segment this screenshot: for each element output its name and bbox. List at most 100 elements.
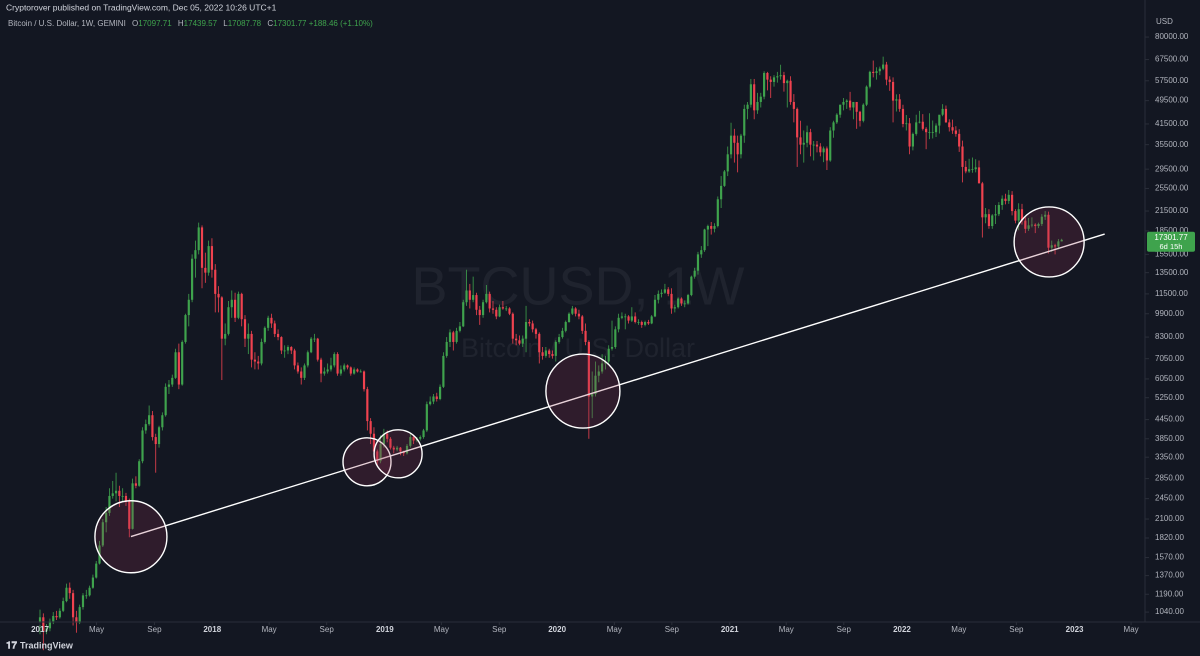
y-tick-label: 5250.00 [1155,393,1184,402]
candle-body [607,348,610,362]
candle-body [571,308,574,314]
price-tag-countdown: 6d 15h [1160,242,1183,251]
y-tick-label: 1820.00 [1155,533,1184,542]
candle-body [766,72,769,80]
y-tick-label: 13500.00 [1155,268,1189,277]
candle-body [346,365,349,368]
candle-body [839,104,842,115]
candle-body [558,337,561,342]
x-tick-label: 2017 [31,625,49,634]
candle-body [524,322,528,339]
candle-body [842,101,845,105]
legend-change: +188.46 (+1.10%) [309,19,373,28]
candle-body [210,246,214,270]
candle-body [498,307,501,317]
candle-body [396,447,399,450]
candle-body [954,130,957,134]
candle-body [280,337,283,351]
candle-body [944,108,948,123]
candle-body [792,101,795,109]
candle-body [782,75,786,84]
highlight-circle [545,353,621,429]
candle-body [848,100,852,108]
candle-body [369,421,372,434]
candle-body [941,108,944,115]
candle-body [85,595,88,597]
candle-body [772,77,776,82]
candle-body [134,483,137,486]
candle-body [250,333,253,360]
legend: Bitcoin / U.S. Dollar, 1W, GEMINI O17097… [8,19,373,28]
candle-body [511,313,514,339]
y-tick-label: 35500.00 [1155,140,1189,149]
candle-body [422,430,425,438]
candle-body [62,601,65,611]
candle-body [1040,216,1043,224]
candle-body [154,437,157,445]
candle-body [657,293,660,300]
candle-body [181,341,184,385]
candle-body [1034,224,1037,227]
candle-body [1014,211,1017,221]
candle-body [217,293,220,298]
symbol: Bitcoin / U.S. Dollar, 1W, GEMINI [8,19,126,28]
x-tick-label: Sep [320,625,335,634]
candle-body [382,433,385,445]
candle-body [587,341,590,397]
candle-body [267,317,270,328]
candle-body [1060,239,1063,242]
candle-body [174,352,177,378]
x-tick-label: 2022 [893,625,911,634]
candle-body [105,512,108,523]
candle-body [409,437,412,446]
candle-body [191,258,194,300]
candle-body [1004,198,1007,201]
candle-body [329,365,333,370]
candle-body [561,330,564,338]
y-tick-label: 57500.00 [1155,76,1189,85]
x-tick-label: Sep [147,625,162,634]
x-tick-label: 2023 [1066,625,1084,634]
candle-body [187,299,190,316]
candle-body [925,128,928,133]
candle-body [1057,241,1060,247]
candle-body [194,250,197,259]
x-tick-label: May [89,625,104,634]
candle-body [733,135,736,143]
plot-area [38,56,1063,651]
candle-body [934,125,938,133]
candle-body [802,142,805,145]
candle-body [706,226,709,230]
candle-body [253,359,257,362]
candle-body [700,250,703,255]
publisher-line: Cryptorover published on TradingView.com… [6,2,277,12]
candle-body [257,361,260,364]
candle-body [151,415,154,438]
candle-body [270,317,273,324]
candle-body [620,316,624,318]
y-tick-label: 1040.00 [1155,607,1184,616]
candle-body [858,111,862,121]
candle-body [501,307,504,309]
price-tag [1147,231,1195,252]
candle-body [164,386,167,416]
candle-body [915,122,918,134]
candle-body [1017,209,1020,221]
candle-body [399,447,402,452]
candle-body [875,71,878,73]
candle-body [472,295,475,300]
candle-body [366,389,369,422]
candle-body [891,81,895,101]
candle-body [624,316,627,318]
y-tick-label: 1370.00 [1155,571,1184,580]
candle-body [809,132,812,145]
candle-body [65,587,68,602]
candle-body [485,293,488,303]
candle-body [435,396,438,399]
highlight-circle [373,429,423,479]
candle-body [296,365,299,372]
candle-body [405,445,409,454]
candle-body [1024,220,1027,229]
legend-label: H [178,19,184,28]
